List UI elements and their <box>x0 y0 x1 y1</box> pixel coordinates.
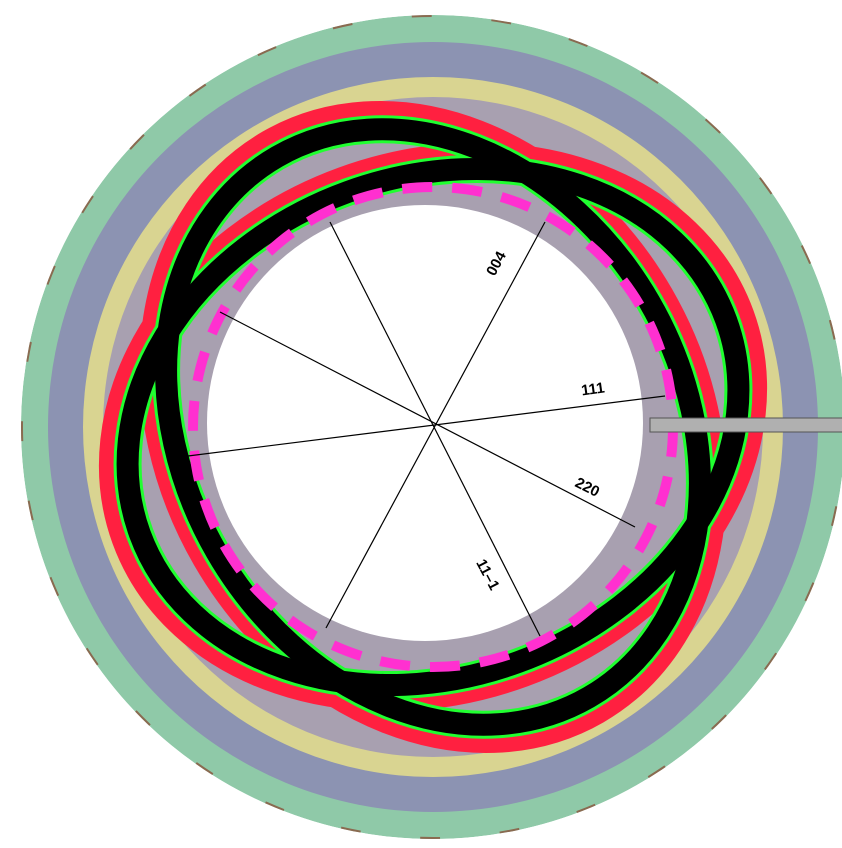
direction-label: 111 <box>580 379 606 399</box>
center-hole <box>207 205 643 641</box>
wafer-map: 004 111 220 11–1 <box>0 0 842 848</box>
page: 004 111 220 11–1 (() => { const data = J… <box>0 0 842 848</box>
notch <box>650 418 842 432</box>
